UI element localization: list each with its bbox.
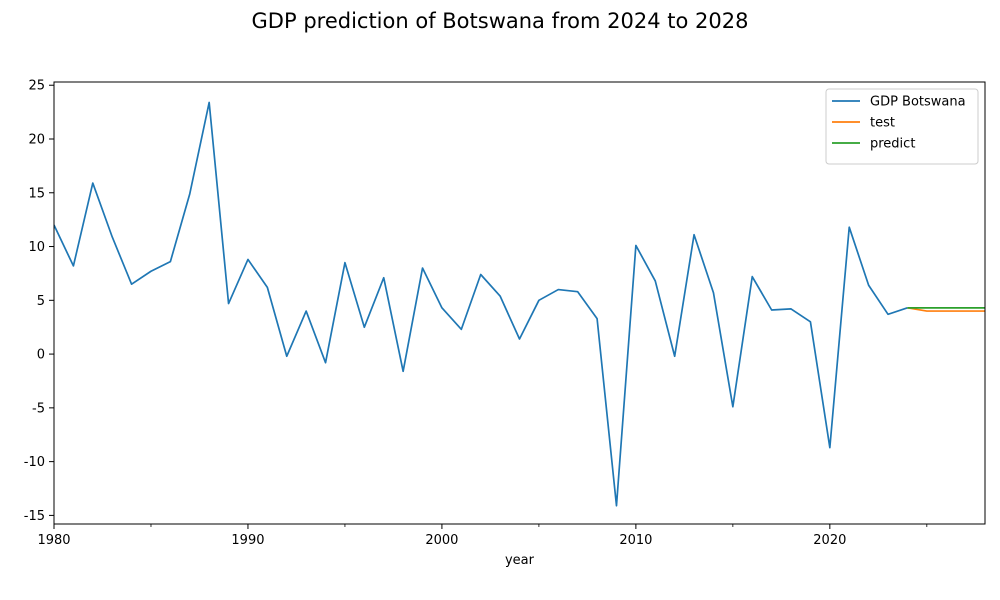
y-tick-label: 15 — [28, 186, 45, 201]
legend-box — [825, 88, 979, 165]
legend-label: test — [870, 116, 895, 131]
y-tick-label: 20 — [28, 132, 45, 147]
y-tick-label: 25 — [28, 79, 45, 94]
series-line-gdp-botswana — [54, 101, 908, 507]
x-tick-label: 2000 — [425, 533, 458, 548]
series-line-test — [907, 307, 985, 312]
chart-title: GDP prediction of Botswana from 2024 to … — [252, 9, 749, 33]
y-tick-label: -5 — [32, 401, 45, 416]
legend-label: predict — [870, 137, 915, 152]
y-tick-label: 10 — [28, 240, 45, 255]
y-tick-label: -10 — [24, 455, 45, 470]
y-tick-label: -15 — [24, 509, 45, 524]
x-tick-label: 1990 — [231, 533, 264, 548]
y-tick-label: 5 — [37, 294, 45, 309]
x-axis-label: year — [505, 553, 535, 568]
legend-label: GDP Botswana — [870, 95, 966, 110]
x-tick-label: 2010 — [619, 533, 652, 548]
x-tick-label: 1980 — [37, 533, 70, 548]
x-tick-label: 2020 — [813, 533, 846, 548]
plot-area: 1980 1990 2000 2010 2020 -15 -10 -5 0 5 10 15 20 25 GD… — [24, 79, 986, 548]
y-tick-label: 0 — [37, 348, 45, 363]
plot-frame — [53, 81, 986, 525]
